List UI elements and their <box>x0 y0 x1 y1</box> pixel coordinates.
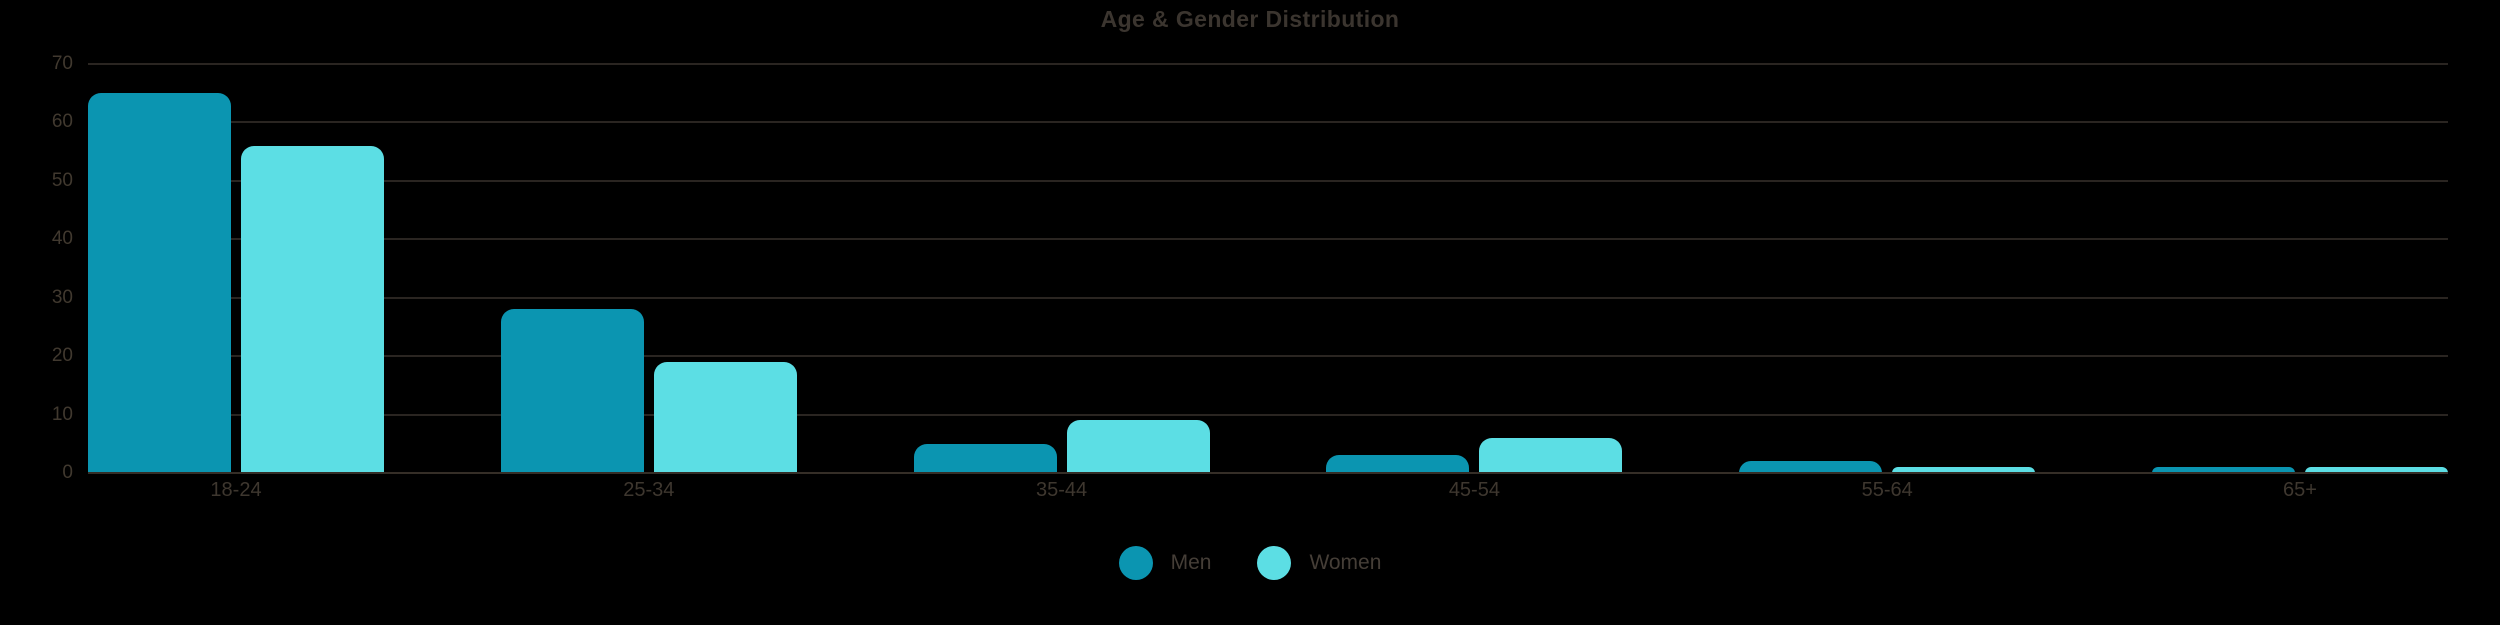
bar-men-65[interactable] <box>2151 467 2295 473</box>
gridline <box>88 296 2448 299</box>
gridline <box>88 179 2448 182</box>
y-axis-tick-label: 40 <box>51 228 73 250</box>
x-axis-category-label: 35-44 <box>1036 479 1088 501</box>
bar-men-3544[interactable] <box>913 443 1057 473</box>
y-axis-tick-label: 0 <box>62 462 73 483</box>
legend: Men Women <box>0 544 2500 582</box>
gridline <box>88 63 2448 65</box>
y-axis-tick-label: 50 <box>51 169 73 191</box>
legend-marker-circle-women <box>1257 546 1292 580</box>
bar-group-4554: 45-54 <box>1326 64 1623 501</box>
x-axis-category-label: 55-64 <box>1861 479 1913 501</box>
bar-women-3544[interactable] <box>1066 420 1210 473</box>
bar-women-5564[interactable] <box>1892 467 2036 473</box>
bar-women-2534[interactable] <box>653 362 797 473</box>
y-axis-tick-label: 10 <box>51 403 73 425</box>
y-axis: 70 60 50 40 30 20 10 0 <box>0 53 75 483</box>
bars-layer: 18-24 25-34 35-44 45-54 55-64 65+ <box>88 64 2448 501</box>
x-axis-category-label: 45-54 <box>1448 479 1500 501</box>
bar-group-1824: 18-24 <box>88 64 384 501</box>
y-axis-tick-label: 20 <box>51 345 73 367</box>
legend-item-men[interactable]: Men <box>1118 546 1212 580</box>
bar-women-1824[interactable] <box>241 145 384 473</box>
gridline <box>88 121 2448 124</box>
x-axis-category-label: 18-24 <box>210 479 262 501</box>
y-axis-tick-label: 60 <box>51 111 73 133</box>
bar-group-3544: 35-44 <box>913 64 1210 501</box>
bar-men-1824[interactable] <box>88 93 231 473</box>
gridline <box>88 413 2448 416</box>
y-axis-tick-label: 70 <box>51 53 73 74</box>
legend-marker-circle-men <box>1118 546 1153 580</box>
gridline <box>88 238 2448 241</box>
bar-group-2534: 25-34 <box>500 64 797 501</box>
bar-group-65: 65+ <box>2151 64 2448 501</box>
plot-area: 18-24 25-34 35-44 45-54 55-64 65+ <box>88 63 2448 501</box>
legend-item-women[interactable]: Women <box>1257 546 1381 580</box>
gridline <box>88 355 2448 358</box>
bar-women-4554[interactable] <box>1479 437 1623 473</box>
x-axis-category-label: 25-34 <box>623 479 675 501</box>
bar-men-2534[interactable] <box>500 309 644 473</box>
x-axis-line <box>88 472 2448 474</box>
bar-group-5564: 55-64 <box>1739 64 2036 501</box>
bar-men-4554[interactable] <box>1326 455 1470 473</box>
legend-label: Men <box>1170 551 1212 574</box>
bar-women-65[interactable] <box>2304 467 2448 473</box>
y-axis-tick-label: 30 <box>51 286 73 308</box>
x-axis-category-label: 65+ <box>2283 479 2317 501</box>
legend-label: Women <box>1309 551 1382 574</box>
chart-title: Age & Gender Distribution <box>1100 6 1400 32</box>
bar-men-5564[interactable] <box>1739 461 1883 473</box>
